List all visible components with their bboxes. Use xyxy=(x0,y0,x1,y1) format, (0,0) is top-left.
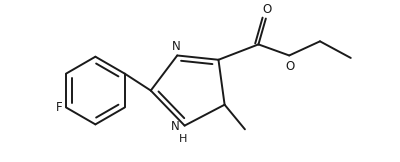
Text: F: F xyxy=(56,101,62,114)
Text: O: O xyxy=(262,3,272,16)
Text: N: N xyxy=(172,40,180,53)
Text: O: O xyxy=(285,60,294,73)
Text: H: H xyxy=(179,134,188,144)
Text: N: N xyxy=(171,120,180,133)
